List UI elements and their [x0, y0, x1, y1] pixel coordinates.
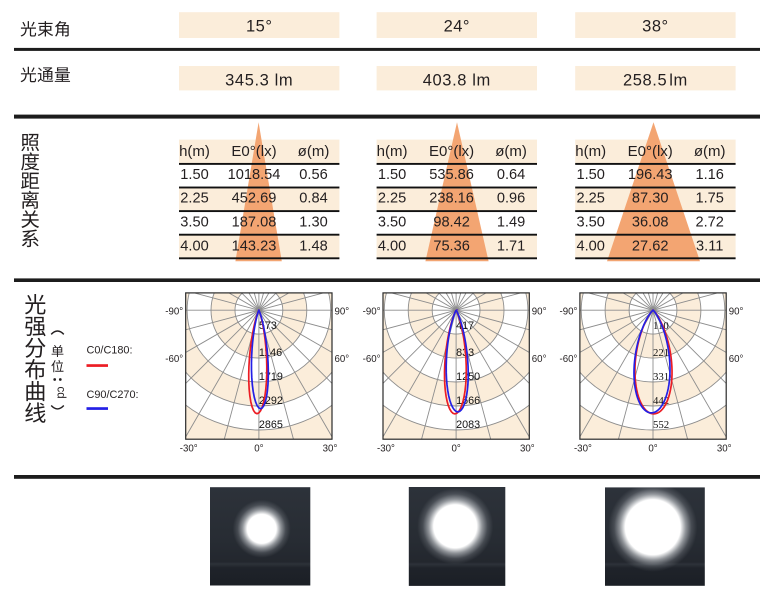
svg-text:60°: 60°: [335, 354, 350, 365]
svg-text:60°: 60°: [729, 354, 744, 365]
svg-text:1.50: 1.50: [576, 167, 604, 183]
svg-text:87.30: 87.30: [632, 191, 669, 207]
svg-text:187.08: 187.08: [232, 215, 277, 231]
svg-text:552: 552: [653, 419, 669, 431]
svg-text:h(m): h(m): [179, 143, 210, 160]
svg-text:30°: 30°: [520, 444, 535, 455]
svg-text:1018.54: 1018.54: [228, 167, 281, 183]
svg-text:75.36: 75.36: [433, 238, 470, 254]
svg-text:15°: 15°: [246, 17, 272, 35]
svg-text:258.5 lm: 258.5 lm: [623, 72, 688, 90]
svg-text:1719: 1719: [259, 371, 283, 383]
svg-text:4.00: 4.00: [180, 238, 208, 254]
svg-text:0.64: 0.64: [497, 167, 525, 183]
svg-text:30°: 30°: [323, 444, 338, 455]
svg-text:1146: 1146: [259, 347, 282, 359]
svg-text:38°: 38°: [642, 17, 668, 35]
svg-text:238.16: 238.16: [429, 191, 474, 207]
svg-text:E0°(lx): E0°(lx): [429, 143, 474, 160]
svg-text:90°: 90°: [532, 307, 547, 318]
svg-text:196.43: 196.43: [628, 167, 673, 183]
svg-text:2083: 2083: [456, 419, 480, 431]
svg-text:-90°: -90°: [363, 307, 381, 318]
svg-text:0°: 0°: [254, 444, 263, 455]
svg-text:ø(m): ø(m): [495, 143, 527, 160]
svg-text:cd: cd: [55, 387, 67, 399]
svg-text:-60°: -60°: [363, 354, 381, 365]
svg-text:221: 221: [653, 347, 669, 359]
svg-text:0.96: 0.96: [497, 191, 525, 207]
svg-text:24°: 24°: [444, 17, 470, 35]
svg-text:143.23: 143.23: [232, 238, 277, 254]
svg-text:4.00: 4.00: [378, 238, 406, 254]
svg-text:1.75: 1.75: [695, 191, 723, 207]
svg-text:-60°: -60°: [165, 354, 183, 365]
svg-text:2.25: 2.25: [576, 191, 604, 207]
svg-text:C0/C180:: C0/C180:: [87, 345, 133, 357]
svg-text:4.00: 4.00: [576, 238, 604, 254]
svg-text:-90°: -90°: [165, 307, 183, 318]
svg-text:1.50: 1.50: [378, 167, 406, 183]
svg-text:0.56: 0.56: [299, 167, 327, 183]
svg-text:-30°: -30°: [180, 444, 198, 455]
svg-text:-90°: -90°: [560, 307, 578, 318]
svg-text:3.50: 3.50: [378, 215, 406, 231]
svg-text:3.50: 3.50: [576, 215, 604, 231]
svg-text:90°: 90°: [335, 307, 350, 318]
svg-text:1.30: 1.30: [299, 215, 327, 231]
svg-text:345.3 lm: 345.3 lm: [225, 72, 293, 90]
svg-text:417: 417: [456, 320, 474, 332]
svg-text:90°: 90°: [729, 307, 744, 318]
svg-text:0.84: 0.84: [299, 191, 327, 207]
svg-text:2.25: 2.25: [378, 191, 406, 207]
svg-text:2865: 2865: [259, 419, 283, 431]
svg-text:30°: 30°: [717, 444, 732, 455]
svg-text:E0°(lx): E0°(lx): [628, 143, 673, 160]
svg-text:2.72: 2.72: [695, 215, 723, 231]
svg-text:331: 331: [653, 371, 669, 383]
svg-text:0°: 0°: [451, 444, 460, 455]
svg-text:1.16: 1.16: [695, 167, 723, 183]
svg-text:ø(m): ø(m): [298, 143, 330, 160]
svg-text:36.08: 36.08: [632, 215, 669, 231]
svg-text:452.69: 452.69: [232, 191, 277, 207]
svg-text:1.50: 1.50: [180, 167, 208, 183]
svg-text:403.8 lm: 403.8 lm: [423, 72, 491, 90]
svg-text:1666: 1666: [456, 395, 480, 407]
svg-text:h(m): h(m): [377, 143, 408, 160]
svg-text:60°: 60°: [532, 354, 547, 365]
svg-text:ø(m): ø(m): [694, 143, 726, 160]
svg-text:3.50: 3.50: [180, 215, 208, 231]
svg-text:3.11: 3.11: [696, 238, 723, 254]
svg-text:98.42: 98.42: [433, 215, 470, 231]
svg-text:h(m): h(m): [575, 143, 606, 160]
svg-text:-30°: -30°: [377, 444, 395, 455]
svg-text:27.62: 27.62: [632, 238, 669, 254]
svg-text:1.49: 1.49: [497, 215, 525, 231]
svg-text:1.71: 1.71: [497, 238, 525, 254]
svg-text:1.48: 1.48: [299, 238, 327, 254]
svg-text:C90/C270:: C90/C270:: [87, 389, 139, 401]
svg-text:0°: 0°: [648, 444, 657, 455]
svg-text:2.25: 2.25: [180, 191, 208, 207]
svg-text:535.86: 535.86: [429, 167, 474, 183]
svg-text:-30°: -30°: [574, 444, 592, 455]
svg-text:-60°: -60°: [560, 354, 578, 365]
svg-text:E0°(lx): E0°(lx): [231, 143, 276, 160]
